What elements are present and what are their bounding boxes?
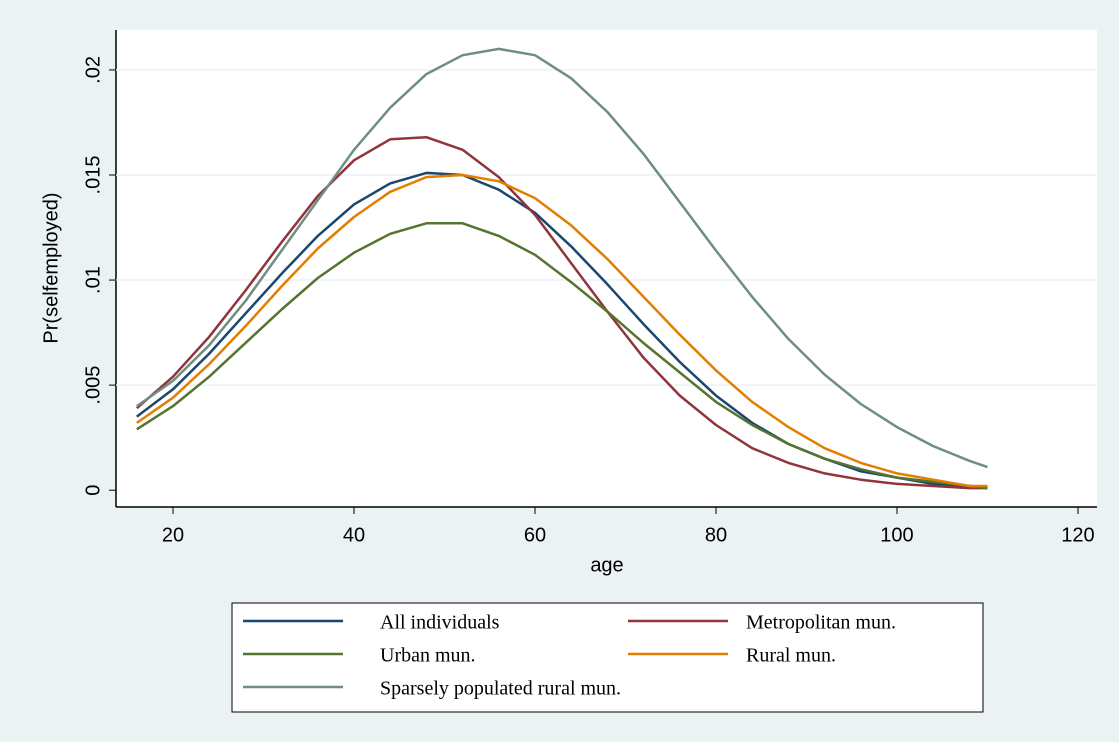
x-tick-label: 120 (1061, 524, 1094, 546)
x-tick-label: 100 (880, 524, 913, 546)
y-tick-label: .02 (82, 56, 104, 84)
series-line (136, 171, 988, 490)
series-line (136, 47, 988, 469)
y-tick-label: .005 (82, 366, 104, 405)
x-tick-label: 20 (162, 524, 184, 546)
series-line (136, 173, 988, 488)
y-tick-label: .01 (82, 266, 104, 294)
legend-label: Rural mun. (746, 645, 836, 667)
legend-label: Sparsely populated rural mun. (380, 678, 621, 700)
series-line (135, 135, 988, 490)
y-tick-label: 0 (82, 485, 104, 496)
series-line (136, 222, 988, 490)
x-tick-label: 80 (705, 524, 727, 546)
x-tick-label: 40 (343, 524, 365, 546)
legend-label: Metropolitan mun. (746, 612, 896, 634)
x-tick-label: 60 (524, 524, 546, 546)
legend-label: Urban mun. (380, 645, 476, 667)
y-axis-title: Pr(selfemployed) (40, 192, 62, 343)
legend (231, 602, 984, 713)
legend-label: All individuals (380, 612, 500, 634)
y-tick-label: .015 (82, 156, 104, 195)
x-axis-title: age (590, 554, 623, 576)
